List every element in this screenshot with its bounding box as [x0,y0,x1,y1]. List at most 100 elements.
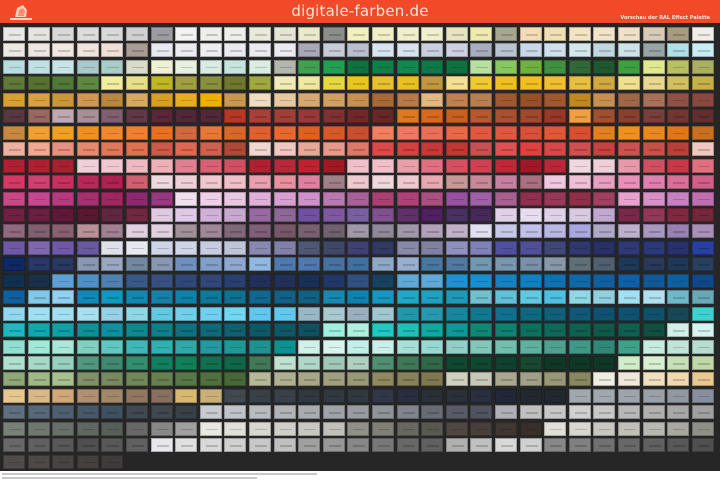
color-swatch [224,306,247,321]
color-swatch [273,273,296,288]
color-swatch [322,306,345,321]
color-swatch [421,290,444,305]
color-swatch [347,438,370,453]
color-swatch [199,273,222,288]
color-swatch [3,438,25,453]
color-swatch [298,356,321,370]
color-swatch [470,306,493,321]
color-swatch [273,125,296,140]
color-swatch [519,240,542,255]
color-swatch [642,224,665,239]
color-swatch [101,76,124,91]
color-swatch [396,438,419,453]
color-swatch [322,125,345,140]
color-swatch [642,421,665,436]
color-swatch [421,257,444,272]
color-swatch [445,191,468,206]
color-swatch [519,421,542,436]
color-swatch [322,339,345,354]
color-swatch [593,142,616,157]
color-swatch [273,224,296,239]
color-swatch [544,356,567,370]
color-swatch [224,43,247,58]
color-swatch [52,76,75,91]
color-swatch [347,125,370,140]
color-swatch [347,257,370,272]
color-swatch [421,356,444,370]
color-swatch [593,158,616,173]
color-swatch [470,240,493,255]
color-swatch [322,323,345,338]
color-swatch [298,59,321,74]
color-swatch [568,273,591,288]
color-swatch [691,323,714,338]
color-swatch [544,257,567,272]
color-swatch [199,207,222,222]
color-swatch [298,290,321,305]
color-swatch [519,158,542,173]
color-swatch [445,323,468,338]
color-swatch [618,175,640,190]
color-swatch [691,372,714,387]
color-swatch [618,76,640,91]
color-swatch [322,59,345,74]
color-swatch [52,405,75,420]
color-swatch [691,290,714,305]
color-swatch [249,388,271,403]
color-swatch [52,257,75,272]
color-swatch [273,372,296,387]
color-swatch [372,158,394,173]
color-swatch [568,43,591,58]
color-swatch [101,109,124,124]
color-swatch [76,191,99,206]
color-swatch [347,240,370,255]
color-swatch [27,27,50,41]
color-swatch [322,388,345,403]
color-swatch [593,405,616,420]
color-swatch [347,207,370,222]
color-swatch [372,109,394,124]
color-swatch [667,356,690,370]
color-swatch [445,372,468,387]
color-swatch [396,273,419,288]
color-swatch [175,273,198,288]
color-swatch [76,59,99,74]
color-swatch [445,175,468,190]
color-swatch [273,323,296,338]
color-swatch [642,306,665,321]
color-swatch [347,339,370,354]
color-swatch [396,109,419,124]
color-swatch [27,372,50,387]
color-swatch [396,43,419,58]
color-swatch [150,27,173,41]
color-swatch [544,388,567,403]
color-swatch [199,109,222,124]
color-swatch [618,43,640,58]
color-swatch [322,405,345,420]
color-swatch [642,142,665,157]
color-swatch [642,405,665,420]
color-swatch [421,372,444,387]
color-swatch [27,290,50,305]
color-swatch [568,158,591,173]
color-swatch [372,290,394,305]
color-swatch [273,388,296,403]
color-swatch [421,323,444,338]
color-swatch [618,109,640,124]
color-swatch [544,207,567,222]
color-swatch [495,356,517,370]
color-swatch [470,92,493,107]
color-swatch [224,158,247,173]
color-swatch [3,356,25,370]
color-swatch [495,125,517,140]
color-swatch [101,388,124,403]
color-swatch [273,191,296,206]
color-swatch [126,323,148,338]
color-swatch [445,142,468,157]
header-bar: digitale-farben.de Vorschau der RAL Effe… [0,0,720,23]
color-swatch [445,405,468,420]
color-swatch [273,27,296,41]
color-swatch [544,175,567,190]
color-swatch [396,356,419,370]
color-swatch [470,142,493,157]
